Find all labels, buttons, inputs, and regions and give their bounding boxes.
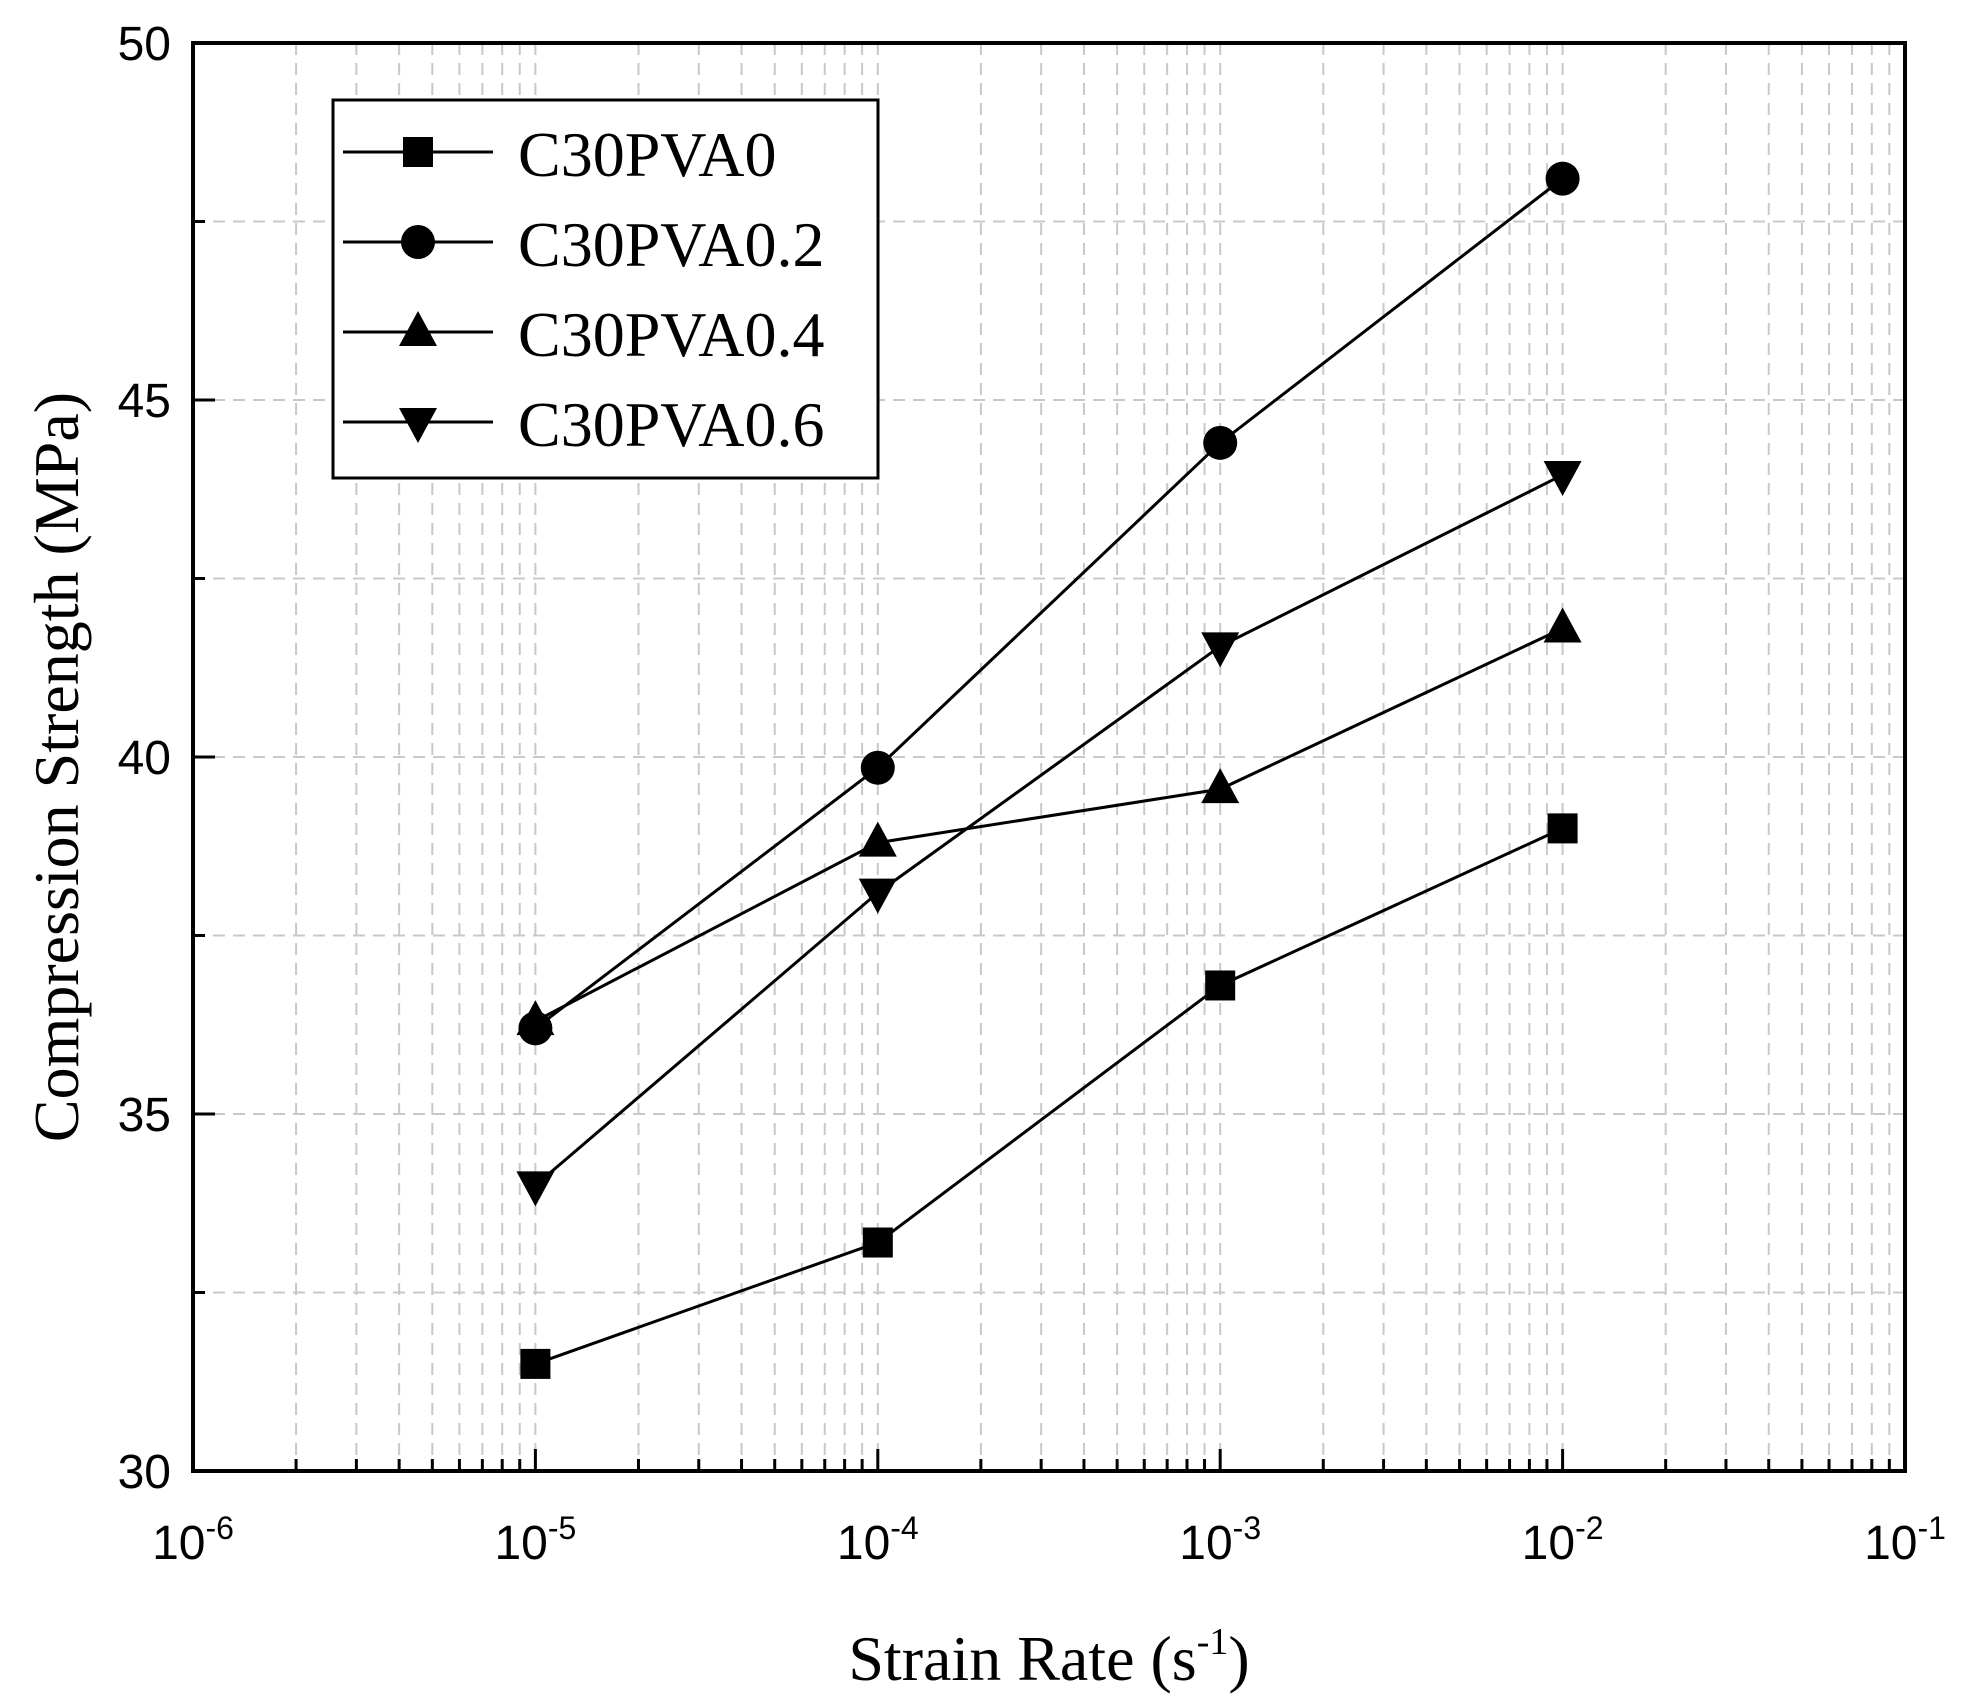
legend-label: C30PVA0 xyxy=(518,119,776,190)
legend-label: C30PVA0.2 xyxy=(518,209,824,280)
x-tick-label-exp: -4 xyxy=(890,1510,918,1546)
data-point xyxy=(1203,425,1238,460)
x-tick-label-exp: -1 xyxy=(1917,1510,1945,1546)
y-tick-label: 35 xyxy=(118,1089,171,1142)
x-axis-title: Strain Rate (s-1) xyxy=(848,1621,1249,1694)
legend-marker xyxy=(399,311,437,346)
series-circle xyxy=(518,161,1580,1046)
legend-marker xyxy=(399,408,437,443)
x-tick-label: 10-3 xyxy=(1179,1510,1261,1570)
data-point xyxy=(1545,161,1580,196)
data-point xyxy=(858,878,897,914)
y-tick-label: 50 xyxy=(118,18,171,71)
legend-label: C30PVA0.4 xyxy=(518,299,824,370)
x-axis-title-exp: -1 xyxy=(1197,1621,1229,1663)
x-tick-label-base: 10 xyxy=(1179,1517,1232,1570)
series-square xyxy=(520,813,1578,1379)
x-tick-label: 10-4 xyxy=(837,1510,919,1570)
data-point xyxy=(1205,970,1236,1001)
grid xyxy=(193,43,1905,1471)
x-tick-label-base: 10 xyxy=(837,1517,890,1570)
x-tick-label-base: 10 xyxy=(494,1517,547,1570)
series-line xyxy=(534,627,1564,1023)
data-point xyxy=(1543,460,1582,496)
data-point xyxy=(1547,813,1578,844)
series-triangle-up xyxy=(516,607,1582,1036)
data-point xyxy=(860,750,895,785)
legend: C30PVA0 C30PVA0.2 C30PVA0.4 C30PVA0.6 xyxy=(331,98,880,480)
x-tick-label-exp: -2 xyxy=(1575,1510,1603,1546)
legend-marker xyxy=(403,137,433,167)
data-point xyxy=(520,1348,551,1379)
x-tick-label-exp: -5 xyxy=(548,1510,576,1546)
x-axis-title-main: Strain Rate (s xyxy=(848,1623,1196,1694)
x-tick-label-exp: -6 xyxy=(205,1510,233,1546)
data-point xyxy=(516,1000,555,1036)
series-group xyxy=(516,161,1582,1379)
y-axis-title: Compression Strength (MPa) xyxy=(21,392,92,1142)
x-axis-title-close: ) xyxy=(1228,1623,1249,1694)
data-point xyxy=(1201,632,1240,668)
legend-item: C30PVA0.4 xyxy=(343,299,824,370)
series-triangle-down xyxy=(516,460,1582,1207)
x-tick-label: 10-6 xyxy=(152,1510,234,1570)
y-tick-label: 30 xyxy=(118,1446,171,1499)
data-point xyxy=(516,1171,555,1207)
data-point xyxy=(858,821,897,857)
data-point xyxy=(1543,607,1582,643)
y-tick-label: 45 xyxy=(118,375,171,428)
legend-marker xyxy=(401,225,435,259)
y-tick-label: 40 xyxy=(118,732,171,785)
x-tick-label: 10-1 xyxy=(1864,1510,1946,1570)
x-tick-label-base: 10 xyxy=(152,1517,205,1570)
data-point xyxy=(1201,768,1240,804)
series-line xyxy=(534,473,1564,1187)
x-tick-label-base: 10 xyxy=(1522,1517,1575,1570)
x-tick-label: 10-2 xyxy=(1522,1510,1604,1570)
x-tick-label-exp: -3 xyxy=(1233,1510,1261,1546)
legend-item: C30PVA0.2 xyxy=(343,209,824,280)
series-line xyxy=(534,827,1564,1366)
legend-item: C30PVA0.6 xyxy=(343,389,824,460)
series-line xyxy=(534,177,1564,1030)
data-point xyxy=(862,1227,893,1258)
x-tick-label: 10-5 xyxy=(494,1510,576,1570)
legend-item: C30PVA0 xyxy=(343,119,776,190)
legend-label: C30PVA0.6 xyxy=(518,389,824,460)
x-tick-label-base: 10 xyxy=(1864,1517,1917,1570)
